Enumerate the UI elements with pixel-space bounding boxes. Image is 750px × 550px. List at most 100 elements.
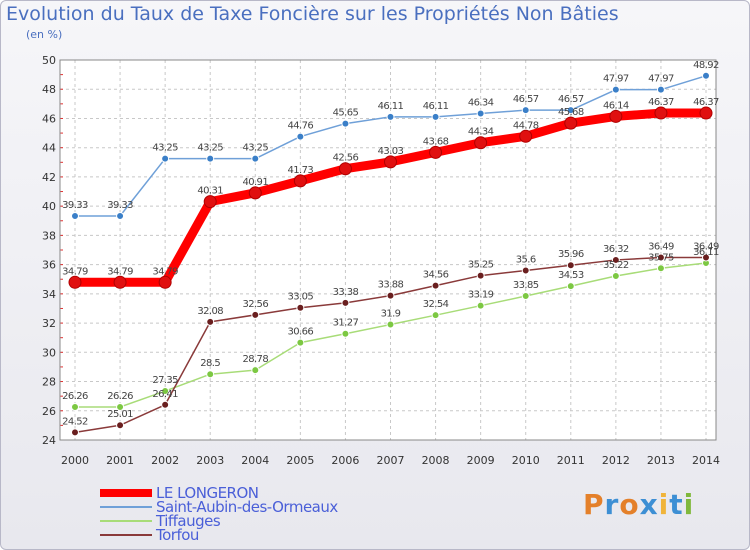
data-label: 35.6 xyxy=(516,254,536,265)
x-tick-label: 2006 xyxy=(331,454,359,467)
legend-item-torfou: Torfou xyxy=(100,526,199,544)
data-point xyxy=(566,282,575,291)
data-point xyxy=(476,109,485,118)
legend-item-saint-aubin-des-ormeaux: Saint-Aubin-des-Ormeaux xyxy=(100,498,338,516)
data-label: 43.25 xyxy=(197,143,223,154)
data-point xyxy=(386,291,395,300)
data-point xyxy=(476,301,485,310)
legend-item-tiffauges: Tiffauges xyxy=(100,512,221,530)
data-label: 34.79 xyxy=(62,266,88,277)
data-label: 46.37 xyxy=(693,97,719,108)
data-label: 46.57 xyxy=(558,94,584,105)
data-point xyxy=(71,402,79,411)
data-label: 43.68 xyxy=(423,136,449,147)
chart-title: Evolution du Taux de Taxe Foncière sur l… xyxy=(6,3,619,25)
data-point xyxy=(521,292,530,301)
data-point xyxy=(206,370,215,379)
data-point xyxy=(611,85,620,94)
data-point xyxy=(251,366,260,375)
data-label: 45.68 xyxy=(558,107,584,118)
data-label: 35.96 xyxy=(558,249,584,260)
data-point xyxy=(341,329,350,338)
data-point xyxy=(431,281,440,290)
data-label: 32.08 xyxy=(197,306,223,317)
data-label: 35.22 xyxy=(603,260,629,271)
data-label: 33.88 xyxy=(378,280,404,291)
data-label: 41.73 xyxy=(288,165,314,176)
data-point xyxy=(609,109,623,123)
data-point xyxy=(161,400,170,409)
logo-letter: i xyxy=(683,488,695,521)
plot-border xyxy=(59,59,717,441)
data-point xyxy=(341,298,350,307)
x-tick-label: 2011 xyxy=(557,454,585,467)
data-point xyxy=(248,186,262,200)
chart-unit-label: (en %) xyxy=(26,28,63,41)
data-label: 46.11 xyxy=(423,101,449,112)
y-tick-label: 44 xyxy=(42,142,56,155)
data-point xyxy=(384,155,397,169)
data-point xyxy=(71,211,79,220)
data-point xyxy=(611,272,620,281)
y-tick-label: 46 xyxy=(42,112,56,125)
data-point xyxy=(71,428,79,437)
legend-swatch xyxy=(100,506,152,508)
data-point xyxy=(296,338,305,347)
data-point xyxy=(113,275,127,289)
logo-letter: r xyxy=(604,488,620,521)
data-point xyxy=(158,275,172,289)
legend-item-le-longeron: LE LONGERON xyxy=(100,484,259,502)
proxiti-logo: Proxiti xyxy=(583,488,694,521)
data-point xyxy=(116,421,125,430)
data-point xyxy=(206,317,215,326)
y-tick-label: 34 xyxy=(42,288,56,301)
data-point xyxy=(431,112,440,121)
data-label: 26.26 xyxy=(107,391,133,402)
data-point xyxy=(656,253,665,262)
legend-label: Torfou xyxy=(156,526,199,544)
data-point xyxy=(161,387,170,396)
data-label: 34.53 xyxy=(558,270,584,281)
data-label: 32.56 xyxy=(242,299,268,310)
data-label: 35.25 xyxy=(468,260,494,271)
data-label: 30.66 xyxy=(288,327,314,338)
x-tick-label: 2002 xyxy=(151,454,179,467)
x-tick-label: 2008 xyxy=(422,454,450,467)
data-label: 36.32 xyxy=(603,244,629,255)
x-tick-label: 2000 xyxy=(61,454,89,467)
logo-letter: o xyxy=(619,488,640,521)
y-tick-label: 40 xyxy=(42,200,56,213)
data-label: 48.92 xyxy=(693,60,719,71)
x-tick-label: 2013 xyxy=(647,454,675,467)
data-label: 36.49 xyxy=(693,241,719,252)
data-point xyxy=(656,85,665,94)
data-point xyxy=(386,112,395,121)
y-tick-label: 32 xyxy=(42,317,56,330)
legend-swatch xyxy=(100,534,152,536)
data-point xyxy=(564,116,578,130)
data-label: 46.37 xyxy=(648,97,674,108)
data-point xyxy=(566,261,575,270)
data-point xyxy=(521,266,530,275)
x-tick-label: 2004 xyxy=(241,454,269,467)
data-point xyxy=(521,106,530,115)
data-point xyxy=(699,106,713,120)
data-label: 46.57 xyxy=(513,94,539,105)
x-tick-label: 2009 xyxy=(467,454,495,467)
x-tick-label: 2001 xyxy=(106,454,134,467)
data-point xyxy=(338,162,352,176)
x-tick-label: 2007 xyxy=(377,454,405,467)
data-label: 47.97 xyxy=(648,74,674,85)
data-label: 46.14 xyxy=(603,100,629,111)
data-point xyxy=(293,174,307,188)
data-label: 36.11 xyxy=(693,247,719,258)
data-label: 40.91 xyxy=(242,177,268,188)
data-point xyxy=(206,154,215,163)
legend-label: LE LONGERON xyxy=(156,484,259,502)
y-tick-label: 50 xyxy=(42,54,56,67)
data-label: 34.79 xyxy=(107,266,133,277)
data-label: 40.31 xyxy=(197,186,223,197)
data-point xyxy=(519,129,533,143)
logo-letter: P xyxy=(583,488,605,521)
logo-letter: t xyxy=(669,488,684,521)
